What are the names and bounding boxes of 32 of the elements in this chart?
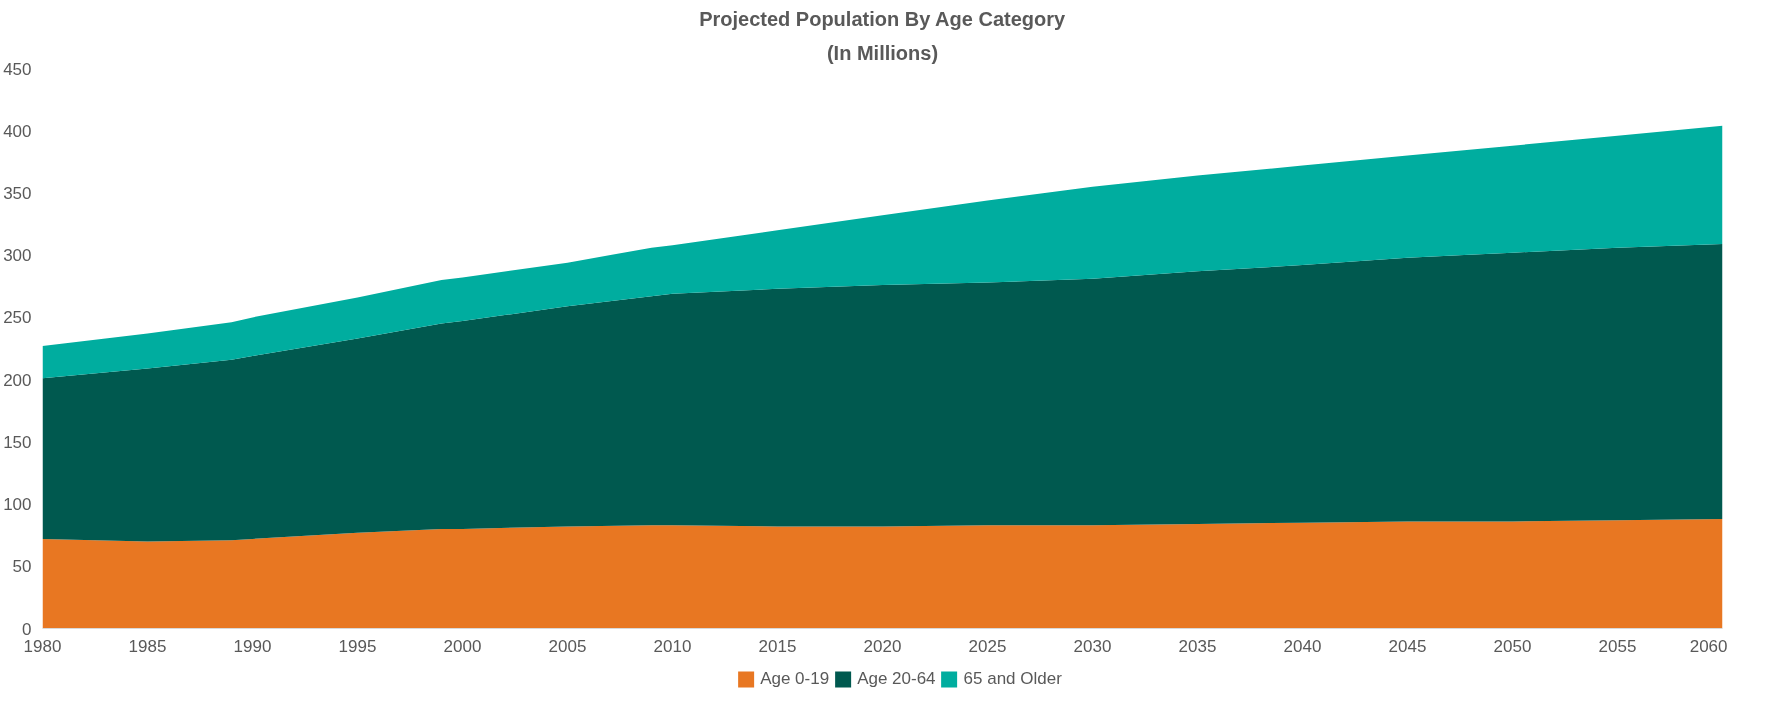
y-tick-label: 250 [3,308,32,328]
x-tick-label: 2000 [443,636,482,656]
legend-label: Age 0-19 [760,669,830,689]
legend-label: 65 and Older [963,669,1062,689]
y-tick-label: 50 [12,557,32,577]
y-tick-label: 450 [3,59,32,79]
y-tick-label: 200 [3,370,32,390]
x-tick-label: 2020 [863,636,902,656]
x-tick-label: 2040 [1283,636,1322,656]
legend-label: Age 20-64 [857,669,936,689]
y-tick-label: 0 [22,619,32,639]
x-tick-label: 2015 [758,636,797,656]
x-tick-label: 2010 [653,636,692,656]
x-tick-label: 2025 [968,636,1007,656]
x-tick-label: 1990 [233,636,272,656]
x-tick-label: 2005 [548,636,587,656]
y-tick-label: 300 [3,246,32,266]
chart-subtitle: (In Millions) [826,41,939,64]
x-tick-label: 2060 [1689,636,1728,656]
x-tick-label: 2030 [1073,636,1112,656]
x-tick-label: 2055 [1598,636,1637,656]
x-tick-label: 2050 [1493,636,1532,656]
y-tick-label: 100 [3,495,32,515]
x-tick-label: 1980 [23,636,62,656]
y-tick-label: 400 [3,121,32,141]
x-tick-label: 2035 [1178,636,1217,656]
y-tick-label: 350 [3,183,32,203]
chart-title: Projected Population By Age Category [699,7,1066,30]
y-tick-label: 150 [3,432,32,452]
x-tick-label: 1995 [338,636,377,656]
x-tick-label: 1985 [128,636,167,656]
x-tick-label: 2045 [1388,636,1427,656]
